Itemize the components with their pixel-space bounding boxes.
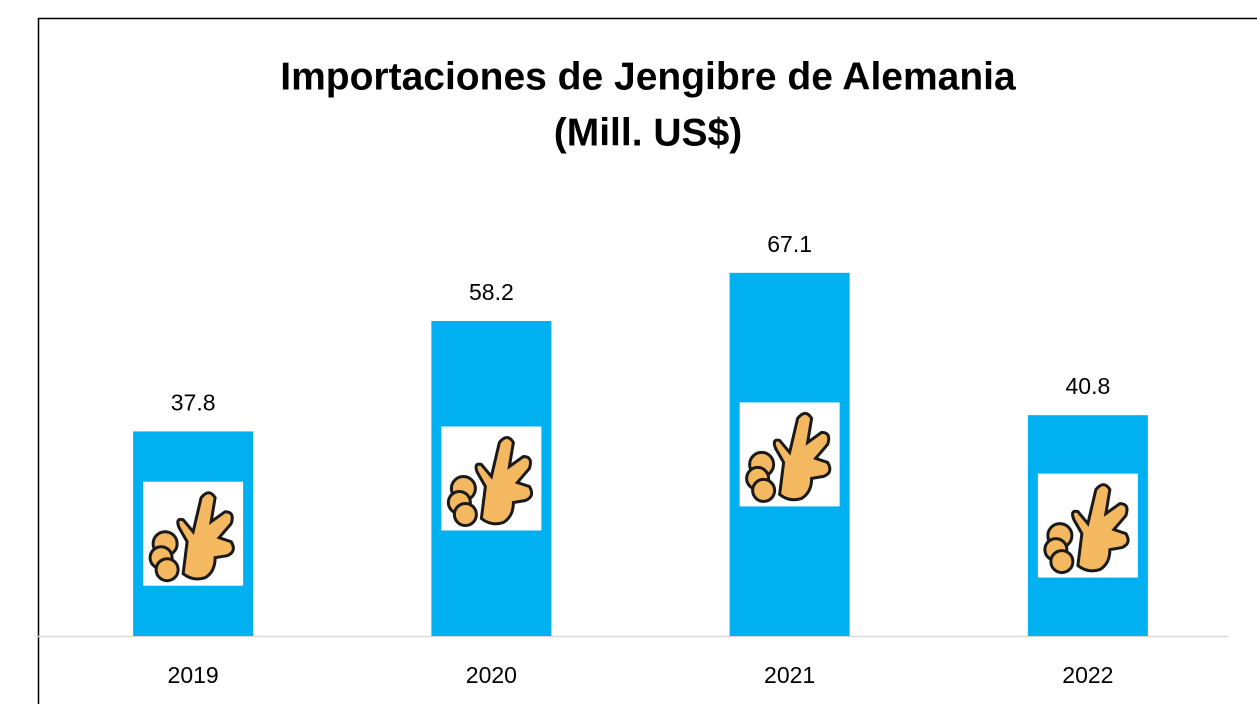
- page: Importaciones de Jengibre de Alemania (M…: [0, 0, 1257, 704]
- ginger-icon: [1038, 474, 1138, 578]
- value-label: 37.8: [171, 389, 216, 415]
- chart-title: Importaciones de Jengibre de Alemania: [280, 55, 1016, 98]
- x-tick-label: 2019: [168, 662, 219, 688]
- ginger-icon: [441, 426, 541, 530]
- value-label: 40.8: [1065, 373, 1110, 399]
- chart-subtitle: (Mill. US$): [554, 111, 743, 154]
- value-label: 67.1: [767, 231, 812, 257]
- ginger-icon: [740, 402, 840, 506]
- chart: Importaciones de Jengibre de Alemania (M…: [0, 0, 1257, 704]
- icon-part: [454, 503, 476, 525]
- x-tick-label: 2020: [466, 662, 517, 688]
- x-tick-label: 2021: [764, 662, 815, 688]
- icon-part: [156, 559, 178, 581]
- x-tick-label: 2022: [1062, 662, 1113, 688]
- icon-part: [1051, 551, 1073, 573]
- value-label: 58.2: [469, 279, 514, 305]
- ginger-icon: [143, 482, 243, 586]
- icon-part: [753, 479, 775, 501]
